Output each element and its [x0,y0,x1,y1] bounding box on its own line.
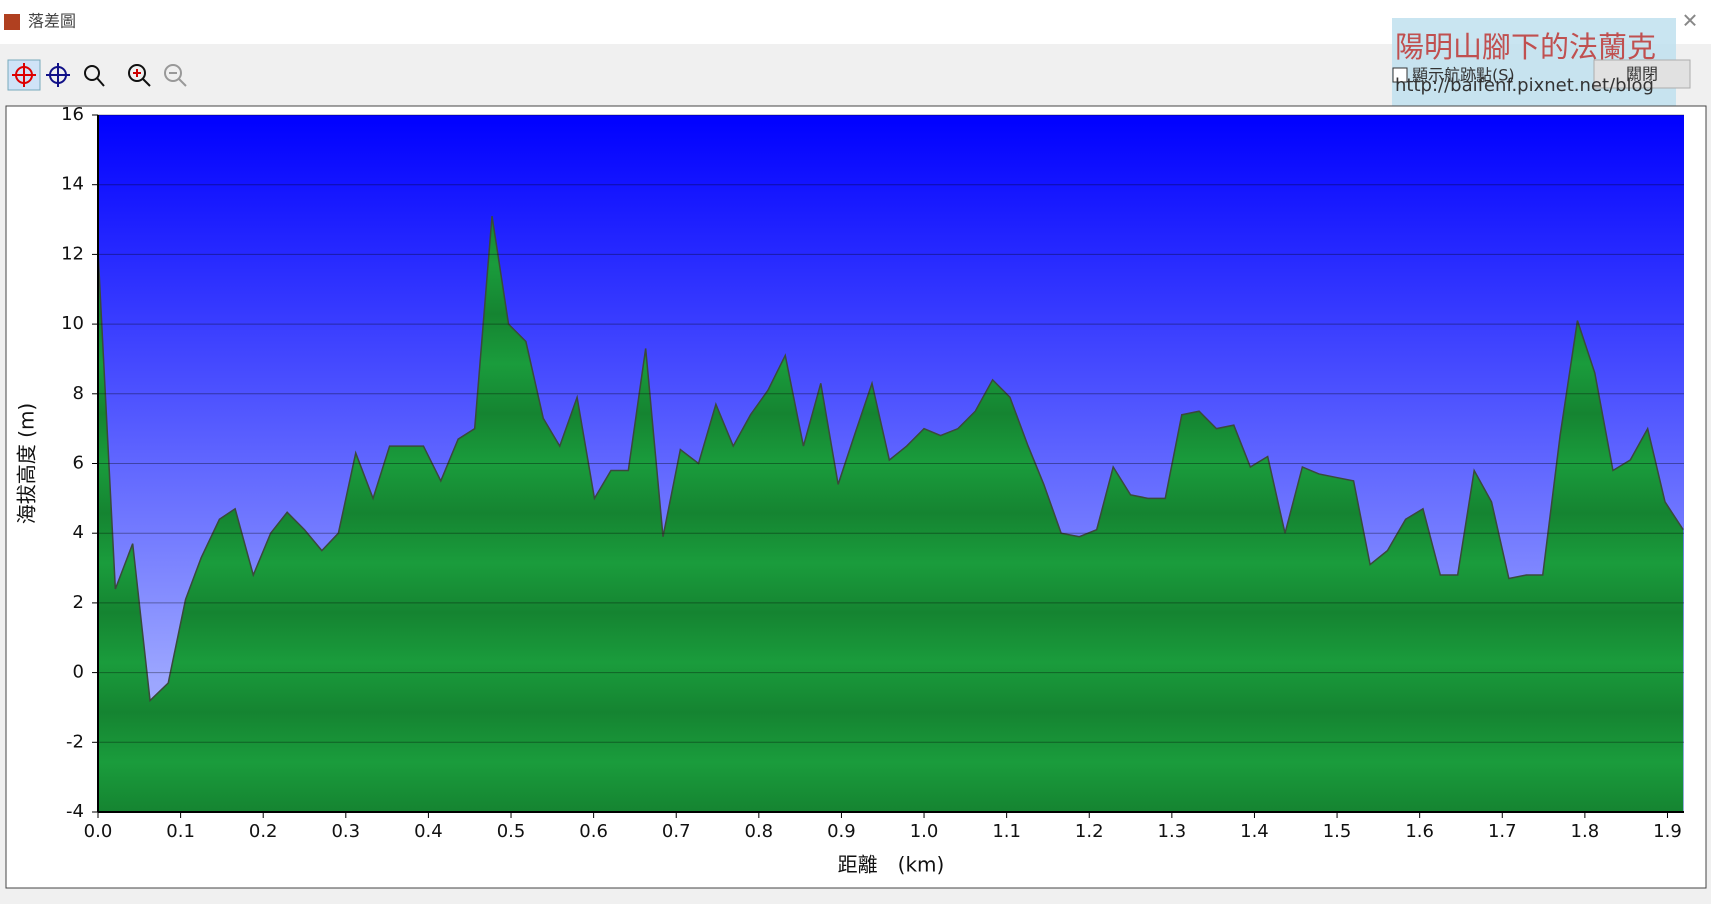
x-tick-label: 0.5 [497,821,526,842]
area-fill [98,216,1684,812]
x-tick-label: 0.7 [662,821,691,842]
y-tick-label: 14 [61,174,84,195]
y-tick-label: 16 [61,104,84,125]
app-icon [4,14,20,30]
y-tick-label: 10 [61,313,84,334]
y-tick-label: 6 [73,453,84,474]
x-tick-label: 0.6 [579,821,608,842]
y-axis-label: 海拔高度 (m) [15,403,39,524]
close-button[interactable] [1593,59,1691,89]
y-tick-label: 4 [73,522,84,543]
y-tick-label: 12 [61,243,84,264]
window-title: 落差圖 [28,12,76,31]
x-tick-label: 1.8 [1571,821,1600,842]
x-tick-label: 1.9 [1653,821,1682,842]
x-tick-label: 0.1 [166,821,195,842]
x-tick-label: 1.0 [910,821,939,842]
x-tick-label: 0.9 [827,821,856,842]
y-tick-label: -4 [66,801,84,822]
tool-button[interactable] [46,63,70,87]
x-tick-label: 1.3 [1158,821,1187,842]
x-axis-label: 距離 (km) [838,853,945,877]
x-tick-label: 0.2 [249,821,278,842]
x-tick-label: 0.4 [414,821,443,842]
y-tick-label: 2 [73,592,84,613]
x-tick-label: 0.0 [84,821,113,842]
x-tick-label: 0.8 [745,821,774,842]
watermark-name: 陽明山腳下的法蘭克 [1395,30,1656,64]
x-tick-label: 1.7 [1488,821,1517,842]
close-button-label[interactable]: 關閉 [1626,65,1658,84]
tool-button[interactable] [164,64,187,87]
x-tick-label: 1.1 [992,821,1021,842]
x-tick-label: 1.4 [1240,821,1269,842]
x-tick-label: 0.3 [331,821,360,842]
y-tick-label: 8 [73,383,84,404]
y-tick-label: -2 [66,731,84,752]
tool-button[interactable] [128,64,151,87]
y-tick-label: 0 [73,662,84,683]
x-tick-label: 1.2 [1075,821,1104,842]
checkbox-label[interactable]: 顯示航跡點(S) [1412,66,1515,85]
x-tick-label: 1.6 [1405,821,1434,842]
tool-button[interactable] [84,65,105,87]
x-tick-label: 1.5 [1323,821,1352,842]
close-x[interactable]: ✕ [1682,9,1699,33]
checkbox[interactable] [1392,67,1408,83]
toolbar [7,59,187,91]
watermark-url: http://baifenf.pixnet.net/blog [1395,75,1654,96]
area-line [97,215,1684,703]
